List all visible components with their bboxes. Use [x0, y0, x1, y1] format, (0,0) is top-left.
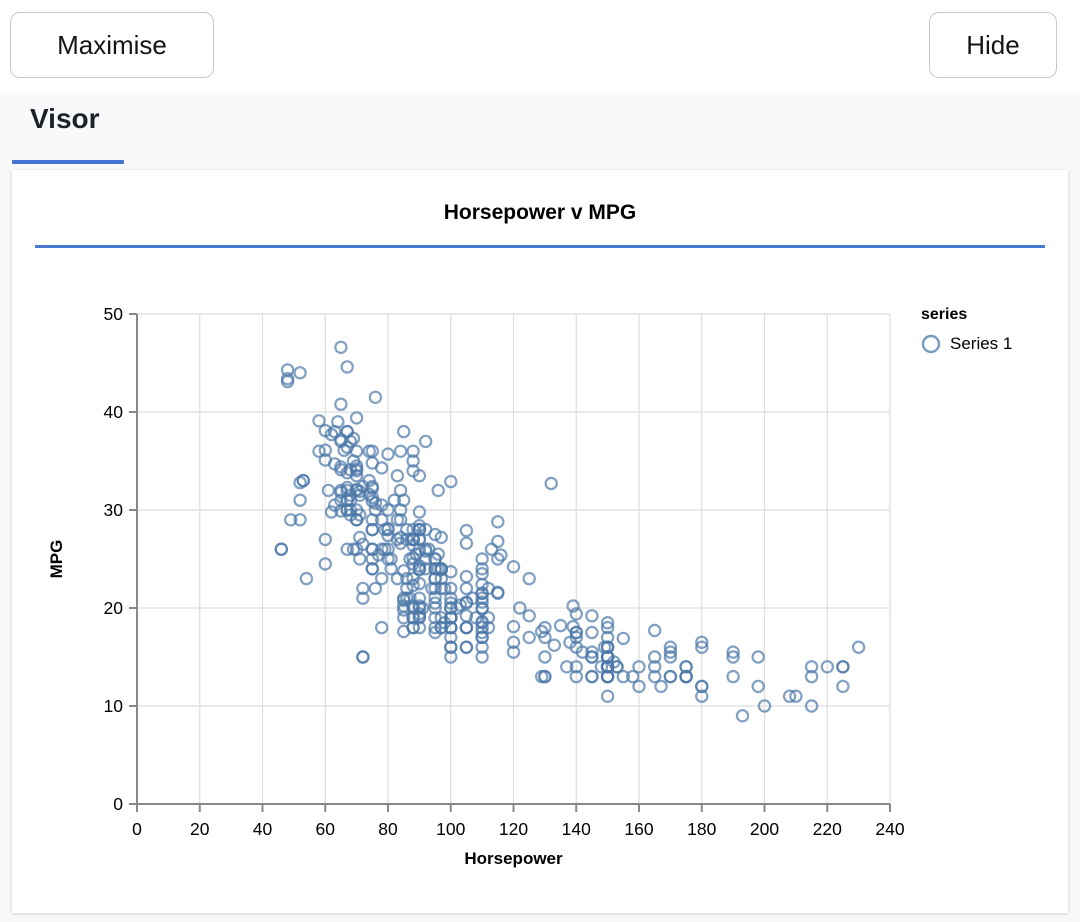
svg-text:180: 180 [687, 819, 716, 839]
svg-text:0: 0 [113, 794, 123, 814]
svg-text:240: 240 [875, 819, 904, 839]
svg-text:120: 120 [499, 819, 528, 839]
svg-text:30: 30 [104, 500, 124, 520]
tab-visor[interactable]: Visor [30, 103, 100, 134]
svg-text:220: 220 [813, 819, 842, 839]
series-points-1 [274, 340, 866, 723]
legend-title: series [921, 306, 968, 323]
svg-text:100: 100 [436, 819, 465, 839]
svg-text:60: 60 [316, 819, 336, 839]
svg-text:80: 80 [378, 819, 398, 839]
svg-text:0: 0 [132, 819, 142, 839]
legend-item-label: Series 1 [950, 334, 1013, 353]
svg-text:160: 160 [624, 819, 653, 839]
visor-controls-bar: Maximise Hide [0, 0, 1080, 92]
legend-item-series-1: Series 1 [921, 334, 1012, 354]
svg-text:20: 20 [190, 819, 210, 839]
x-axis-title: Horsepower [464, 849, 563, 868]
svg-text:10: 10 [104, 696, 124, 716]
hide-button[interactable]: Hide [929, 12, 1057, 78]
gridlines [136, 313, 891, 805]
visor-section: Visor Horsepower v MPG 0 20 40 60 80 100 120 14… [0, 92, 1080, 922]
svg-text:40: 40 [104, 402, 124, 422]
svg-text:50: 50 [104, 304, 124, 324]
maximise-button[interactable]: Maximise [10, 12, 214, 78]
series-circle-icon [921, 334, 941, 354]
y-axis-title: MPG [47, 540, 66, 579]
chart-legend: series Series 1 [921, 306, 1012, 354]
active-tab-indicator [12, 160, 124, 164]
title-divider [35, 245, 1045, 248]
svg-text:20: 20 [104, 598, 124, 618]
chart-card: Horsepower v MPG 0 20 40 60 80 100 120 140 160 18… [12, 170, 1068, 913]
svg-text:200: 200 [750, 819, 779, 839]
svg-text:40: 40 [253, 819, 273, 839]
axes: 0 20 40 60 80 100 120 140 160 180 200 220 240 0 10 20 30… [47, 304, 905, 868]
chart-title: Horsepower v MPG [443, 201, 637, 224]
scatter-plot: 0 20 40 60 80 100 120 140 160 180 200 220 240 0 10 20 30… [47, 304, 905, 868]
svg-text:140: 140 [562, 819, 591, 839]
